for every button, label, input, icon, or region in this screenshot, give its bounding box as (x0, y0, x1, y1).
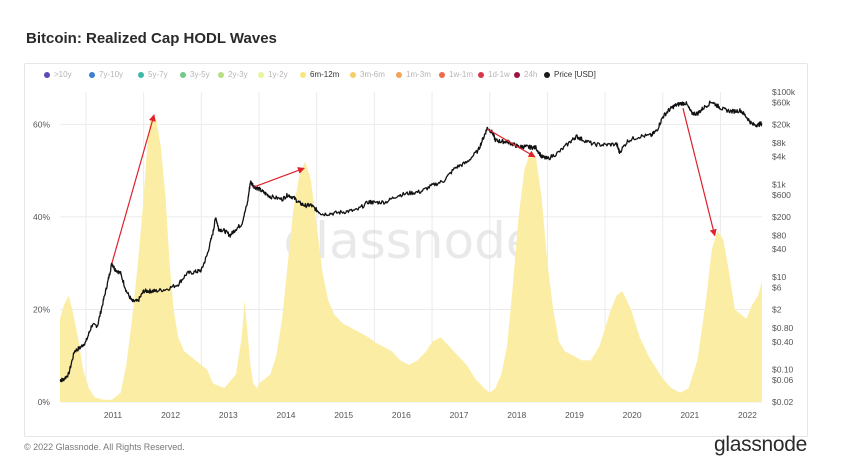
copyright-text: © 2022 Glassnode. All Rights Reserved. (24, 442, 185, 452)
legend-label: 1d-1w (488, 70, 510, 79)
legend-dot-icon (258, 71, 264, 78)
right-tick-label: $60k (772, 97, 791, 107)
series-area-6m-12m (60, 115, 762, 402)
legend-item-3y-5y[interactable]: 3y-5y (180, 70, 210, 79)
legend-dot-icon (514, 71, 520, 78)
chart-title: Bitcoin: Realized Cap HODL Waves (26, 30, 277, 47)
annotation-arrow (111, 114, 156, 264)
right-tick-label: $2 (772, 304, 782, 314)
legend-dot-icon (350, 71, 356, 78)
chart-legend: >10y 7y-10y 5y-7y 3y-5y 2y-3y 1y-2y 6m-12m 3m-6… (44, 70, 804, 84)
right-axis: $0.02 $0.06$0.10 $0.40 $0.80 $2 $6$10 $40 $80 $2… (772, 87, 796, 407)
right-tick-label: $0.40 (772, 337, 794, 347)
right-tick-label: $1k (772, 180, 786, 190)
legend-item--10y[interactable]: >10y (44, 70, 72, 79)
x-tick-label: 2022 (738, 410, 757, 420)
brand-logo-text: glassnode (714, 433, 808, 456)
annotation-arrow (254, 167, 305, 188)
right-tick-label: $10 (772, 272, 786, 282)
right-tick-label: $0.06 (772, 375, 794, 385)
legend-label: 3m-6m (360, 70, 385, 79)
right-tick-label: $0.10 (772, 365, 794, 375)
x-tick-label: 2020 (623, 410, 642, 420)
left-tick-label: 20% (33, 304, 50, 314)
annotation-arrows (111, 108, 717, 264)
right-tick-label: $8k (772, 138, 786, 148)
right-tick-label: $40 (772, 244, 786, 254)
legend-dot-icon (544, 71, 550, 78)
series-line-price (59, 100, 763, 383)
right-tick-label: $4k (772, 152, 786, 162)
legend-item-1w-1m[interactable]: 1w-1m (439, 70, 473, 79)
left-tick-label: 0% (38, 397, 51, 407)
legend-dot-icon (478, 71, 484, 78)
watermark: glassnode (283, 212, 536, 270)
wave-area-layer (60, 115, 762, 402)
right-tick-label: $600 (772, 190, 791, 200)
legend-item-24h[interactable]: 24h (514, 70, 537, 79)
x-tick-label: 2016 (392, 410, 411, 420)
x-tick-label: 2019 (565, 410, 584, 420)
x-tick-label: 2012 (161, 410, 180, 420)
x-tick-label: 2014 (277, 410, 296, 420)
left-axis: 0% 20% 40% 60% (33, 119, 50, 407)
legend-label: 6m-12m (310, 70, 340, 79)
legend-label: 1m-3m (406, 70, 431, 79)
legend-item-3m-6m[interactable]: 3m-6m (350, 70, 385, 79)
right-tick-label: $100k (772, 87, 796, 97)
x-tick-label: 2013 (219, 410, 238, 420)
legend-dot-icon (439, 71, 445, 78)
right-tick-label: $200 (772, 212, 791, 222)
x-axis: 2011 2012 2013 2014 2015 2016 2017 2018 2019 2020… (104, 410, 757, 420)
right-tick-label: $0.02 (772, 397, 794, 407)
legend-item-1m-3m[interactable]: 1m-3m (396, 70, 431, 79)
legend-item-5y-7y[interactable]: 5y-7y (138, 70, 168, 79)
x-tick-label: 2017 (450, 410, 469, 420)
legend-label: 7y-10y (99, 70, 124, 79)
legend-label: 1w-1m (449, 70, 474, 79)
left-tick-label: 60% (33, 119, 50, 129)
x-tick-label: 2015 (334, 410, 353, 420)
legend-item-7y-10y[interactable]: 7y-10y (89, 70, 123, 79)
legend-label: >10y (54, 70, 72, 79)
legend-label: 1y-2y (268, 70, 288, 79)
legend-dot-icon (138, 71, 144, 78)
price-line-layer (59, 100, 763, 383)
legend-label: 3y-5y (190, 70, 210, 79)
legend-label: Price [USD] (554, 70, 596, 79)
legend-label: 2y-3y (228, 70, 248, 79)
left-tick-label: 40% (33, 212, 50, 222)
right-tick-label: $6 (772, 282, 782, 292)
legend-label: 5y-7y (148, 70, 168, 79)
legend-item-2y-3y[interactable]: 2y-3y (218, 70, 248, 79)
legend-dot-icon (300, 71, 306, 78)
legend-dot-icon (44, 71, 50, 78)
legend-dot-icon (180, 71, 186, 78)
legend-item-price-usd-[interactable]: Price [USD] (544, 70, 596, 79)
legend-item-6m-12m[interactable]: 6m-12m (300, 70, 339, 79)
legend-dot-icon (89, 71, 95, 78)
legend-item-1d-1w[interactable]: 1d-1w (478, 70, 510, 79)
x-tick-label: 2011 (104, 410, 123, 420)
x-tick-label: 2018 (507, 410, 526, 420)
annotation-arrow (487, 128, 536, 158)
right-tick-label: $20k (772, 119, 791, 129)
x-tick-label: 2021 (680, 410, 699, 420)
legend-dot-icon (396, 71, 402, 78)
right-tick-label: $0.80 (772, 323, 794, 333)
legend-dot-icon (218, 71, 224, 78)
legend-label: 24h (524, 70, 538, 79)
legend-item-1y-2y[interactable]: 1y-2y (258, 70, 288, 79)
right-tick-label: $80 (772, 230, 786, 240)
annotation-arrow (682, 108, 717, 237)
